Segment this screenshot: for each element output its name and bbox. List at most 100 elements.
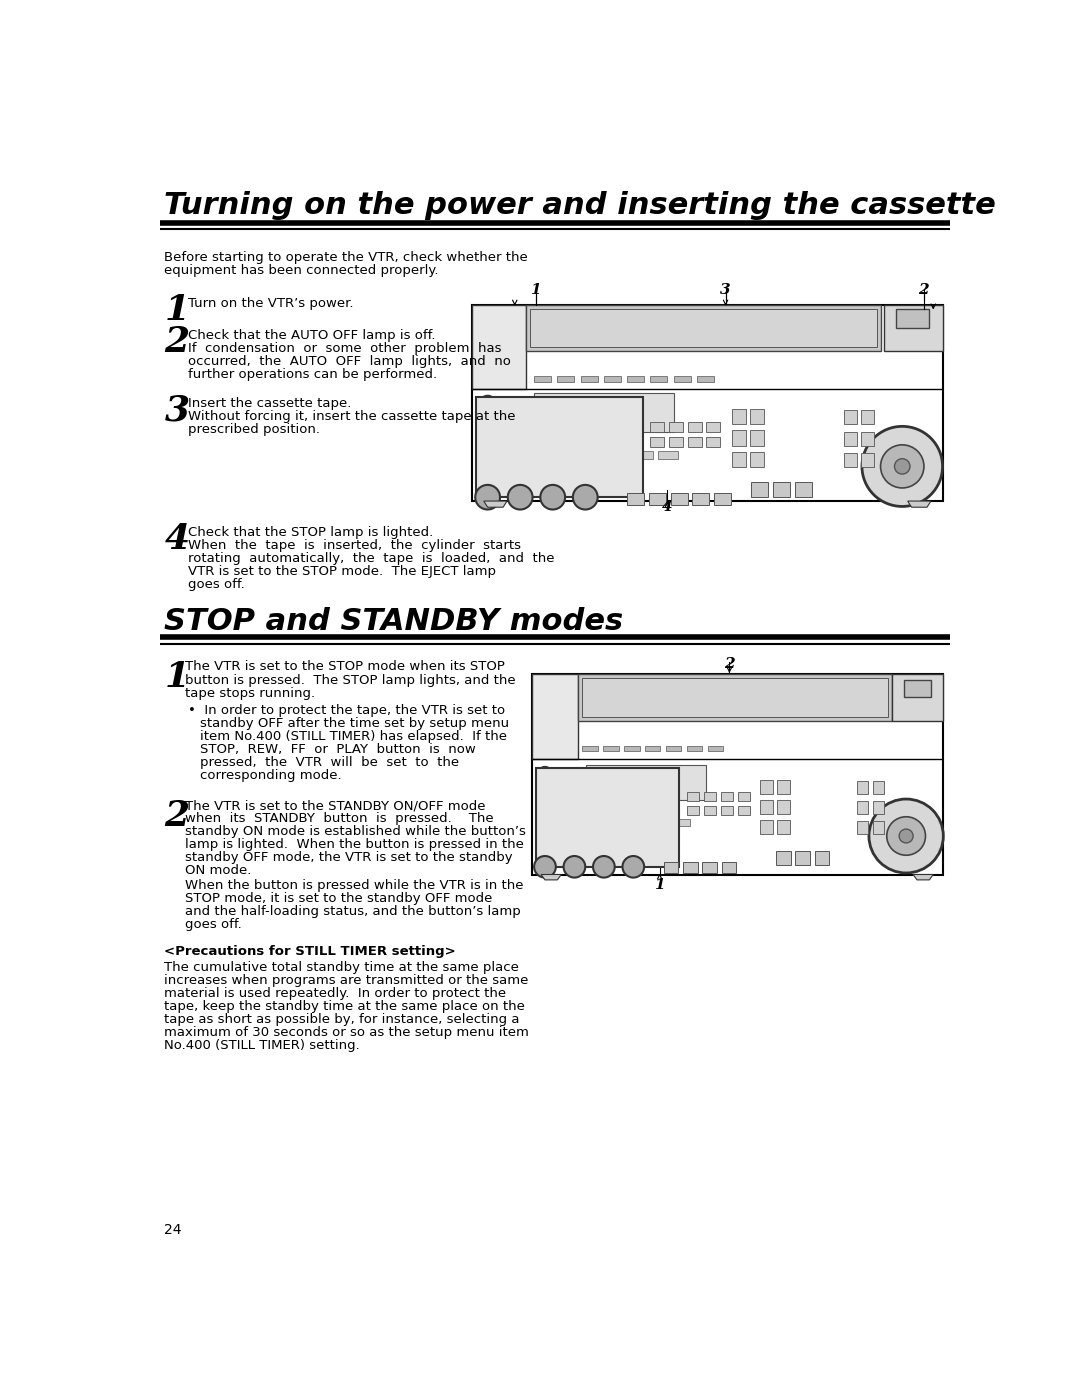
Text: equipment has been connected properly.: equipment has been connected properly. (164, 264, 438, 277)
Circle shape (508, 485, 532, 510)
Bar (603, 746, 619, 752)
Text: When  the  tape  is  inserted,  the  cylinder  starts: When the tape is inserted, the cylinder … (188, 539, 521, 552)
Circle shape (900, 828, 913, 842)
Text: 2: 2 (918, 284, 929, 298)
Circle shape (535, 856, 556, 877)
Polygon shape (541, 875, 562, 880)
Text: When the button is pressed while the VTR is in the: When the button is pressed while the VTR… (186, 879, 524, 893)
Bar (751, 430, 765, 446)
Text: 1: 1 (164, 661, 190, 694)
Bar (472, 305, 526, 390)
Circle shape (887, 817, 926, 855)
Text: The VTR is set to the STOP mode when its STOP: The VTR is set to the STOP mode when its… (186, 661, 505, 673)
Text: and the half-loading status, and the button’s lamp: and the half-loading status, and the but… (186, 905, 522, 918)
Bar (845, 432, 856, 446)
Bar (861, 411, 874, 425)
Bar (778, 780, 789, 793)
Bar (663, 862, 678, 873)
Circle shape (593, 856, 615, 877)
Bar (692, 493, 710, 504)
Bar (674, 376, 691, 381)
Text: STOP and STANDBY modes: STOP and STANDBY modes (164, 606, 623, 636)
Bar (658, 451, 678, 458)
Polygon shape (907, 502, 931, 507)
Text: Insert the cassette tape.: Insert the cassette tape. (188, 397, 351, 411)
Bar (858, 821, 868, 834)
Text: The VTR is set to the STANDBY ON/OFF mode: The VTR is set to the STANDBY ON/OFF mod… (186, 799, 486, 812)
Bar (814, 851, 829, 865)
Text: 2: 2 (164, 799, 190, 833)
Bar (795, 851, 810, 865)
Bar (531, 675, 578, 759)
Bar (624, 746, 639, 752)
Bar (586, 766, 706, 800)
Bar (732, 451, 745, 467)
Circle shape (540, 787, 551, 798)
Bar (687, 792, 699, 802)
Bar (760, 780, 773, 793)
Circle shape (537, 767, 553, 782)
Bar (531, 675, 943, 875)
Bar (687, 806, 699, 816)
Bar (732, 430, 745, 446)
Text: tape, keep the standby time at the same place on the: tape, keep the standby time at the same … (164, 1000, 525, 1013)
Bar (535, 376, 551, 381)
Bar (904, 680, 931, 697)
Bar (581, 376, 597, 381)
Bar (845, 411, 856, 425)
Bar (650, 376, 667, 381)
Bar (773, 482, 789, 497)
Text: tape stops running.: tape stops running. (186, 686, 315, 700)
Bar (669, 437, 683, 447)
Bar (536, 768, 679, 866)
Circle shape (540, 485, 565, 510)
Text: pressed,  the  VTR  will  be  set  to  the: pressed, the VTR will be set to the (200, 756, 459, 768)
Bar (630, 819, 647, 826)
Polygon shape (484, 502, 507, 507)
Text: 1: 1 (530, 284, 541, 298)
Bar (645, 746, 661, 752)
Bar (697, 376, 714, 381)
Text: prescribed position.: prescribed position. (188, 423, 320, 436)
Bar (706, 422, 720, 432)
Circle shape (562, 795, 576, 809)
Bar (651, 819, 669, 826)
Bar (666, 746, 681, 752)
Text: corresponding mode.: corresponding mode. (200, 768, 341, 782)
Bar (673, 819, 690, 826)
Text: No.400 (STILL TIMER) setting.: No.400 (STILL TIMER) setting. (164, 1039, 361, 1052)
Bar (760, 800, 773, 813)
Bar (633, 451, 653, 458)
Bar (582, 678, 888, 717)
Bar (688, 437, 702, 447)
Text: 3: 3 (720, 284, 731, 298)
Bar (721, 792, 733, 802)
Text: 2: 2 (724, 657, 734, 671)
Text: further operations can be performed.: further operations can be performed. (188, 367, 436, 381)
Circle shape (564, 856, 585, 877)
Circle shape (507, 425, 523, 440)
Text: 1: 1 (654, 877, 665, 891)
Bar (557, 376, 575, 381)
Circle shape (478, 395, 497, 414)
Bar (732, 409, 745, 425)
Bar (671, 493, 688, 504)
Text: increases when programs are transmitted or the same: increases when programs are transmitted … (164, 974, 529, 986)
Text: 24: 24 (164, 1222, 181, 1236)
Text: The cumulative total standby time at the same place: The cumulative total standby time at the… (164, 961, 519, 974)
Text: Turn on the VTR’s power.: Turn on the VTR’s power. (188, 298, 353, 310)
Bar (688, 422, 702, 432)
Bar (873, 821, 883, 834)
Circle shape (869, 799, 943, 873)
Text: occurred,  the  AUTO  OFF  lamp  lights,  and  no: occurred, the AUTO OFF lamp lights, and … (188, 355, 511, 367)
Text: goes off.: goes off. (186, 918, 242, 932)
Bar (627, 493, 644, 504)
Bar (683, 862, 698, 873)
Text: standby OFF after the time set by setup menu: standby OFF after the time set by setup … (200, 717, 510, 729)
Bar (873, 802, 883, 813)
Bar (704, 806, 716, 816)
Text: Without forcing it, insert the cassette tape at the: Without forcing it, insert the cassette … (188, 411, 515, 423)
Text: <Precautions for STILL TIMER setting>: <Precautions for STILL TIMER setting> (164, 946, 456, 958)
Circle shape (482, 418, 494, 430)
Text: Before starting to operate the VTR, check whether the: Before starting to operate the VTR, chec… (164, 251, 528, 264)
